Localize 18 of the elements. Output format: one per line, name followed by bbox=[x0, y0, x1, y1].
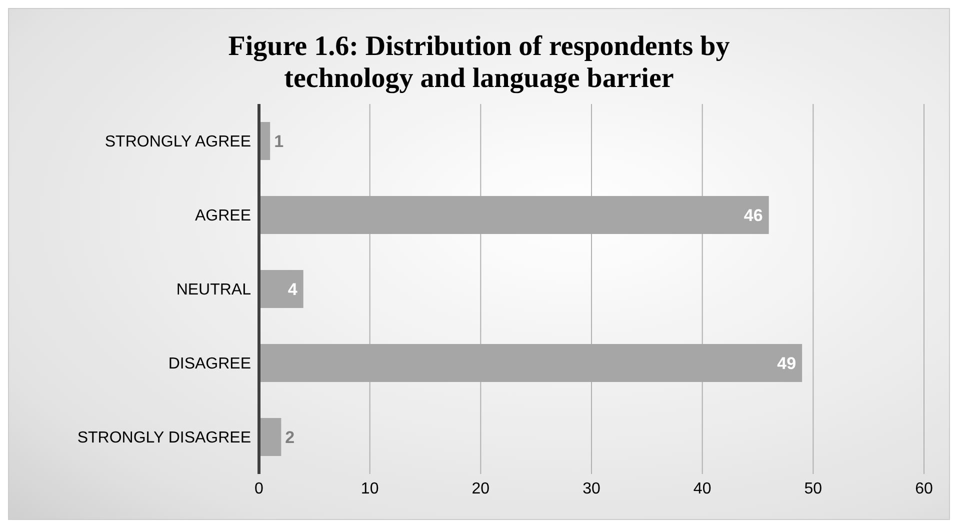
x-tick-label: 50 bbox=[804, 480, 822, 498]
data-label: 2 bbox=[285, 428, 295, 447]
x-tick-label: 0 bbox=[254, 480, 264, 498]
data-label: 49 bbox=[777, 354, 796, 373]
data-label: 4 bbox=[288, 280, 298, 299]
x-tick-label: 20 bbox=[472, 480, 490, 498]
x-tick-label: 40 bbox=[693, 480, 712, 498]
y-tick-label: NEUTRAL bbox=[176, 282, 252, 299]
x-tick-label: 10 bbox=[360, 480, 379, 498]
data-label: 1 bbox=[274, 132, 284, 151]
y-tick-label: AGREE bbox=[194, 208, 251, 225]
y-tick-label: DISAGREE bbox=[168, 356, 251, 373]
data-label: 46 bbox=[744, 206, 763, 225]
y-tick-label: STRONGLY DISAGREE bbox=[77, 430, 251, 447]
x-tick-label: 60 bbox=[915, 480, 933, 498]
chart-title: Figure 1.6: Distribution of respondents by technology and language barrier bbox=[227, 31, 731, 95]
x-tick-label: 30 bbox=[582, 480, 600, 498]
y-tick-label: STRONGLY AGREE bbox=[104, 134, 251, 151]
